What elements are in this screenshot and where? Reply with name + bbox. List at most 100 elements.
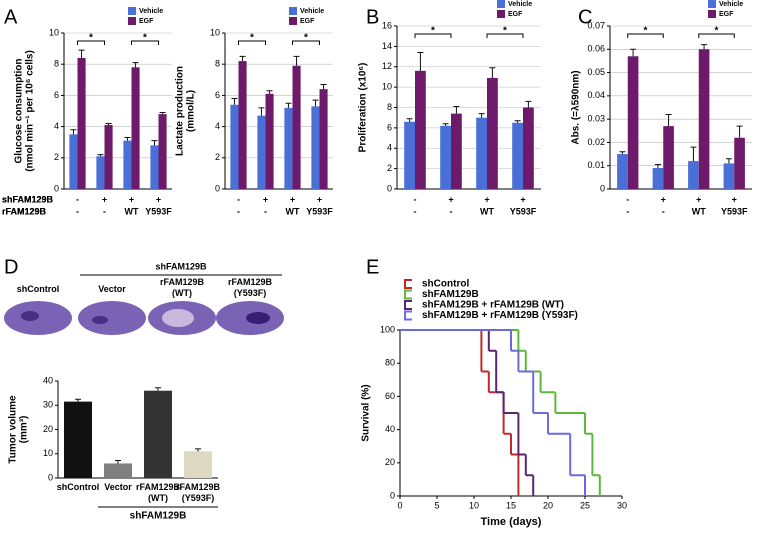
legend-label: EGF bbox=[719, 11, 734, 18]
y-tick-label: 2 bbox=[54, 152, 59, 162]
legend-label: Vehicle bbox=[300, 8, 324, 15]
y-tick-label: 4 bbox=[54, 121, 59, 131]
error-bar bbox=[514, 120, 521, 123]
legend-swatch bbox=[497, 10, 505, 18]
condition-value: + bbox=[263, 194, 268, 204]
y-axis-label: (mmol/L) bbox=[186, 90, 197, 132]
bar bbox=[311, 106, 320, 189]
bar bbox=[230, 104, 239, 189]
legend-swatch bbox=[404, 300, 412, 310]
y-tick-label: 0 bbox=[215, 183, 220, 193]
significance-label: * bbox=[644, 26, 648, 37]
error-bar bbox=[155, 387, 161, 391]
legend-swatch bbox=[289, 7, 297, 15]
y-tick-label: 0.04 bbox=[587, 90, 605, 100]
significance-label: * bbox=[715, 26, 719, 37]
legend-label: shFAM129B + rFAM129B (Y593F) bbox=[422, 310, 578, 321]
y-axis-label: (mm³) bbox=[19, 416, 30, 444]
bar bbox=[415, 70, 426, 189]
error-bar bbox=[258, 107, 265, 116]
y-tick-label: 0 bbox=[48, 472, 53, 482]
panel-label: E bbox=[366, 256, 379, 278]
y-tick-label: 16 bbox=[382, 20, 392, 30]
y-tick-label: 8 bbox=[54, 59, 59, 69]
legend-swatch bbox=[404, 289, 412, 300]
y-tick-label: 0 bbox=[54, 183, 59, 193]
legend-label: Vehicle bbox=[139, 8, 163, 15]
legend-label: Vehicle bbox=[508, 1, 532, 8]
brain-image bbox=[246, 312, 270, 324]
y-tick-label: 0.07 bbox=[587, 20, 605, 30]
legend-label: shFAM129B bbox=[422, 289, 479, 300]
legend-swatch bbox=[289, 17, 297, 25]
condition-value: Y593F bbox=[510, 206, 537, 216]
error-bar bbox=[619, 151, 626, 155]
legend-swatch bbox=[128, 17, 136, 25]
legend-swatch bbox=[404, 310, 412, 321]
condition-value: - bbox=[450, 206, 453, 216]
y-axis-label: (nmol min⁻¹ per 10⁶ cells) bbox=[25, 50, 36, 172]
y-tick-label: 0.02 bbox=[587, 137, 605, 147]
bar bbox=[652, 168, 664, 189]
y-tick-label: 8 bbox=[387, 102, 392, 112]
bar bbox=[69, 134, 78, 189]
bar bbox=[77, 57, 86, 190]
bar bbox=[104, 463, 132, 478]
bar bbox=[284, 107, 293, 189]
bar bbox=[265, 93, 274, 189]
condition-value: + bbox=[102, 194, 107, 204]
x-tick-label: shControl bbox=[56, 482, 100, 492]
error-bar bbox=[725, 158, 732, 164]
y-tick-label: 10 bbox=[43, 448, 53, 458]
condition-value: - bbox=[237, 206, 240, 216]
y-tick-label: 30 bbox=[43, 400, 53, 410]
error-bar bbox=[489, 67, 496, 78]
y-tick-label: 0.06 bbox=[587, 44, 605, 54]
condition-value: + bbox=[290, 194, 295, 204]
image-label: Vector bbox=[98, 284, 126, 294]
condition-name: shFAM129B bbox=[2, 194, 54, 204]
error-bar bbox=[293, 55, 300, 66]
x-axis-label: Time (days) bbox=[481, 516, 542, 528]
x-tick-label: Vector bbox=[104, 482, 132, 492]
legend-label: EGF bbox=[139, 18, 154, 25]
y-tick-label: 0.05 bbox=[587, 67, 605, 77]
y-tick-label: 12 bbox=[382, 61, 392, 71]
condition-value: - bbox=[237, 194, 240, 204]
bar bbox=[123, 140, 132, 189]
panel-label: D bbox=[4, 256, 18, 278]
y-axis-label: Abs. (=λ590nm) bbox=[571, 70, 582, 144]
bar bbox=[64, 401, 92, 478]
error-bar bbox=[231, 98, 238, 105]
error-bar bbox=[453, 105, 460, 114]
y-tick-label: 6 bbox=[215, 90, 220, 100]
y-axis-label: Proliferation (x10⁶) bbox=[358, 63, 369, 153]
y-tick-label: 20 bbox=[385, 457, 395, 467]
significance-bracket bbox=[486, 33, 524, 38]
legend-label: Vehicle bbox=[719, 1, 743, 8]
legend-swatch bbox=[708, 10, 716, 18]
condition-value: + bbox=[129, 194, 134, 204]
bar bbox=[512, 122, 523, 189]
bar bbox=[451, 113, 462, 189]
significance-label: * bbox=[503, 26, 507, 37]
condition-name: shFAM129B bbox=[2, 194, 54, 204]
image-label: rFAM129B (WT) bbox=[159, 277, 204, 298]
error-bar bbox=[736, 125, 743, 138]
bar bbox=[734, 137, 745, 189]
y-axis-label: Survival (%) bbox=[361, 384, 372, 441]
error-bar bbox=[630, 48, 637, 57]
error-bar bbox=[478, 113, 485, 118]
y-tick-label: 10 bbox=[382, 82, 392, 92]
bar bbox=[698, 49, 710, 190]
y-axis-label: Glucose consumption bbox=[14, 58, 25, 163]
error-bar bbox=[195, 448, 201, 452]
y-tick-label: 100 bbox=[380, 324, 395, 334]
condition-value: + bbox=[732, 194, 737, 204]
condition-name: rFAM129B bbox=[2, 206, 47, 216]
condition-value: + bbox=[317, 194, 322, 204]
brain-image bbox=[78, 301, 146, 335]
significance-label: * bbox=[250, 33, 254, 44]
condition-name: shFAM129B bbox=[2, 194, 54, 204]
